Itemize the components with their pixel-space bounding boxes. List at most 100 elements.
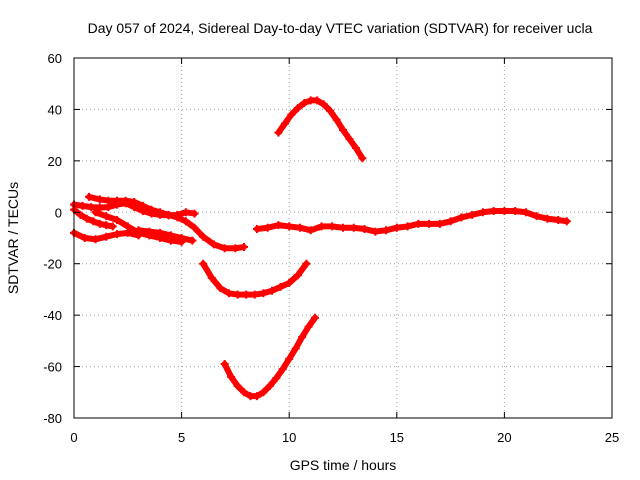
- data-point: [414, 219, 423, 228]
- data-point: [351, 144, 360, 152]
- x-tick-label: 15: [390, 430, 404, 445]
- data-point: [91, 235, 100, 244]
- data-point: [300, 99, 309, 107]
- data-point: [134, 226, 143, 235]
- data-point: [156, 208, 165, 217]
- data-point: [287, 110, 296, 119]
- data-point: [233, 290, 242, 299]
- data-point: [240, 388, 249, 397]
- data-point: [147, 205, 156, 214]
- data-point: [285, 222, 294, 231]
- data-point: [457, 213, 466, 222]
- data-point: [91, 208, 100, 217]
- data-point: [95, 219, 104, 228]
- data-point: [220, 360, 229, 368]
- data-point: [207, 273, 216, 282]
- data-point: [280, 119, 289, 128]
- data-point: [489, 207, 498, 215]
- y-tick-label: 20: [48, 154, 62, 169]
- data-point: [285, 279, 294, 287]
- x-tick-label: 5: [178, 430, 185, 445]
- data-point: [113, 216, 122, 224]
- data-point: [231, 244, 240, 253]
- data-point: [82, 214, 91, 223]
- data-point: [371, 227, 380, 236]
- data-point: [328, 222, 337, 231]
- data-point: [224, 289, 233, 298]
- plot-frame: [73, 57, 613, 419]
- data-point: [293, 271, 302, 280]
- data-point: [89, 217, 98, 226]
- data-point: [252, 225, 261, 233]
- data-point: [263, 223, 272, 232]
- data-point: [104, 196, 113, 205]
- data-point: [78, 201, 87, 210]
- chart-title: Day 057 of 2024, Sidereal Day-to-day VTE…: [88, 20, 593, 36]
- data-point: [446, 217, 455, 226]
- data-point: [181, 208, 190, 217]
- data-point: [177, 234, 186, 242]
- data-point: [242, 290, 251, 299]
- data-point: [259, 289, 268, 298]
- data-point: [199, 232, 208, 241]
- data-point: [113, 230, 122, 239]
- data-point: [543, 214, 552, 223]
- data-point: [76, 210, 85, 219]
- data-point: [156, 228, 165, 237]
- x-tick-label: 10: [282, 430, 296, 445]
- data-point: [190, 209, 199, 218]
- data-point: [478, 208, 487, 217]
- data-point: [511, 207, 520, 215]
- data-point: [164, 210, 173, 219]
- data-point: [345, 135, 354, 143]
- data-point: [274, 221, 283, 230]
- data-point: [259, 388, 268, 397]
- y-tick-label: -80: [43, 411, 62, 426]
- data-point: [209, 240, 218, 249]
- data-point: [87, 203, 96, 212]
- data-point: [123, 222, 132, 231]
- data-point: [240, 243, 249, 251]
- data-point: [293, 104, 302, 113]
- series-arc-6: [134, 226, 197, 245]
- data-point: [403, 222, 412, 231]
- data-point: [188, 236, 197, 245]
- data-point: [121, 196, 130, 205]
- series-layer: [70, 96, 571, 401]
- data-point: [339, 223, 347, 232]
- data-point: [500, 207, 509, 215]
- data-point: [304, 322, 313, 331]
- y-tick-label: 40: [48, 102, 62, 117]
- data-point: [199, 259, 208, 268]
- data-point: [181, 217, 190, 226]
- data-point: [145, 227, 154, 236]
- data-point: [319, 100, 328, 109]
- series-arc-7: [199, 259, 311, 299]
- data-point: [332, 115, 341, 124]
- x-tick-label: 0: [70, 430, 77, 445]
- y-axis: -80 -60 -40 -20 0 20 40 60: [43, 51, 612, 426]
- data-point: [317, 222, 326, 231]
- data-point: [138, 201, 147, 210]
- data-point: [382, 226, 391, 235]
- y-tick-label: 0: [55, 205, 62, 220]
- data-point: [562, 217, 571, 226]
- y-tick-label: -20: [43, 257, 62, 272]
- data-point: [276, 282, 285, 291]
- data-point: [102, 221, 111, 230]
- data-point: [326, 106, 335, 115]
- data-point: [190, 223, 199, 232]
- data-point: [554, 216, 563, 224]
- series-arc-4: [85, 192, 249, 253]
- x-axis: 0 5 10 15 20 25: [70, 58, 619, 445]
- data-point: [95, 203, 104, 212]
- data-point: [302, 259, 311, 268]
- data-point: [250, 290, 259, 299]
- series-line: [275, 97, 366, 162]
- data-point: [306, 226, 315, 235]
- data-point: [272, 374, 281, 383]
- y-tick-label: -40: [43, 308, 62, 323]
- data-point: [435, 219, 444, 228]
- data-point: [108, 222, 117, 231]
